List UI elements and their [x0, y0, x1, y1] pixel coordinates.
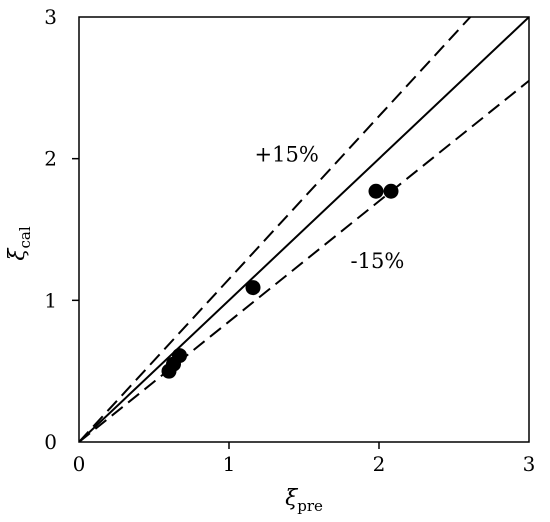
data-point: [368, 183, 384, 199]
x-tick-label: 0: [73, 452, 86, 476]
data-point: [383, 183, 399, 199]
axis-ticks: 0 1 2 3 0 1 2 3: [44, 5, 535, 476]
annotation-label: -15%: [351, 249, 405, 273]
plot-frame: [78, 16, 530, 443]
annotations: +15% -15%: [255, 143, 405, 273]
reference-line-dashed: [79, 79, 529, 442]
y-tick-label: 0: [44, 430, 57, 454]
x-axis-label: ξpre: [285, 486, 323, 515]
data-point: [245, 280, 261, 296]
x-tick-label: 2: [373, 452, 386, 476]
data-point: [172, 348, 187, 364]
y-tick-label: 2: [44, 147, 57, 171]
x-tick-label: 3: [523, 452, 536, 476]
annotation-label: +15%: [255, 143, 319, 167]
x-tick-label: 1: [223, 452, 236, 476]
x-axis-symbol: ξ: [285, 486, 299, 511]
y-axis-subscript: cal: [16, 226, 34, 248]
y-axis-label: ξcal: [5, 226, 34, 260]
y-tick-label: 1: [44, 288, 57, 312]
reference-line-solid: [79, 17, 529, 442]
y-tick-label: 3: [44, 5, 57, 29]
data-points: [161, 183, 399, 379]
reference-lines: [79, 17, 529, 442]
x-axis-subscript: pre: [297, 497, 323, 515]
reference-line-dashed: [79, 17, 472, 442]
y-axis-symbol: ξ: [5, 247, 30, 261]
